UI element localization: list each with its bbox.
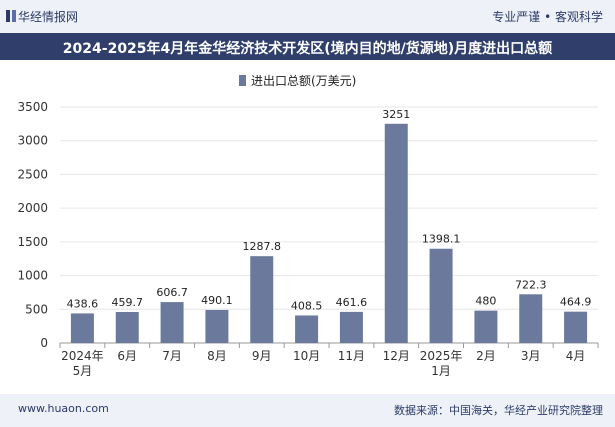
bar bbox=[295, 315, 319, 343]
bar bbox=[429, 248, 453, 343]
x-tick-label: 8月 bbox=[207, 349, 227, 363]
bar bbox=[70, 313, 94, 343]
x-tick-label: 5月 bbox=[73, 364, 93, 378]
y-tick-label: 1500 bbox=[17, 235, 48, 249]
bars: 438.6 459.7 606.7 490.1 1287.8 408.5 461.6 3251… bbox=[67, 108, 592, 343]
title-bar: 2024-2025年4月年金华经济技术开发区(境内目的地/货源地)月度进出口总额 bbox=[0, 33, 615, 60]
bar bbox=[205, 309, 229, 343]
logo-icon bbox=[6, 10, 16, 22]
y-tick-label: 2000 bbox=[17, 201, 48, 215]
data-label: 461.6 bbox=[336, 296, 368, 309]
grid bbox=[60, 106, 598, 344]
data-label: 408.5 bbox=[291, 299, 323, 312]
website-link[interactable]: www.huaon.com bbox=[18, 402, 109, 415]
x-tick-label: 9月 bbox=[252, 349, 272, 363]
data-label: 1287.8 bbox=[243, 240, 282, 253]
data-source: 数据来源：中国海关，华经产业研究院整理 bbox=[394, 404, 603, 417]
y-tick-label: 3500 bbox=[17, 100, 48, 114]
x-tick-label: 6月 bbox=[117, 349, 137, 363]
y-axis: 0 500 1000 1500 2000 2500 3000 3500 bbox=[17, 100, 48, 350]
y-tick-label: 0 bbox=[40, 336, 48, 350]
brand-name: 华经情报网 bbox=[18, 10, 79, 24]
y-tick-label: 2500 bbox=[17, 167, 48, 181]
data-label: 464.9 bbox=[560, 296, 592, 309]
data-label: 459.7 bbox=[112, 296, 144, 309]
x-tick-label: 12月 bbox=[383, 349, 410, 363]
legend: 进出口总额(万美元) bbox=[239, 74, 356, 88]
data-label: 1398.1 bbox=[422, 233, 461, 246]
x-tick-label: 4月 bbox=[566, 349, 586, 363]
top-banner: 华经情报网 专业严谨 • 客观科学 bbox=[0, 0, 615, 33]
data-label: 438.6 bbox=[67, 297, 99, 310]
data-label: 3251 bbox=[382, 108, 410, 121]
bar bbox=[564, 311, 588, 343]
bar bbox=[115, 312, 139, 343]
bar bbox=[160, 302, 184, 343]
y-tick-label: 1000 bbox=[17, 269, 48, 283]
bar bbox=[250, 256, 274, 343]
legend-label: 进出口总额(万美元) bbox=[251, 74, 356, 88]
y-tick-label: 500 bbox=[25, 302, 48, 316]
footer: www.huaon.com 数据来源：中国海关，华经产业研究院整理 bbox=[0, 394, 615, 427]
data-label: 490.1 bbox=[201, 294, 233, 307]
bar bbox=[384, 123, 408, 343]
x-tick-label: 2月 bbox=[476, 349, 496, 363]
bar bbox=[474, 310, 498, 343]
data-label: 606.7 bbox=[156, 286, 188, 299]
bar-chart: 进出口总额(万美元) 0500100015002000250030003500 … bbox=[17, 74, 599, 378]
x-tick-label: 2024年 bbox=[61, 349, 104, 363]
legend-swatch bbox=[239, 75, 246, 86]
x-tick-label: 3月 bbox=[521, 349, 541, 363]
x-tick-label: 2025年 bbox=[420, 349, 463, 363]
data-label: 722.3 bbox=[515, 278, 547, 291]
chart-title: 2024-2025年4月年金华经济技术开发区(境内目的地/货源地)月度进出口总额 bbox=[62, 41, 553, 57]
x-tick-label: 11月 bbox=[338, 349, 365, 363]
x-tick-label: 7月 bbox=[162, 349, 182, 363]
x-tick-label: 1月 bbox=[431, 364, 451, 378]
x-tick-label: 10月 bbox=[293, 349, 320, 363]
tagline: 专业严谨 • 客观科学 bbox=[492, 10, 603, 24]
y-tick-label: 3000 bbox=[17, 134, 48, 148]
data-label: 480 bbox=[475, 295, 496, 308]
bar bbox=[339, 311, 363, 343]
bar bbox=[519, 294, 543, 343]
